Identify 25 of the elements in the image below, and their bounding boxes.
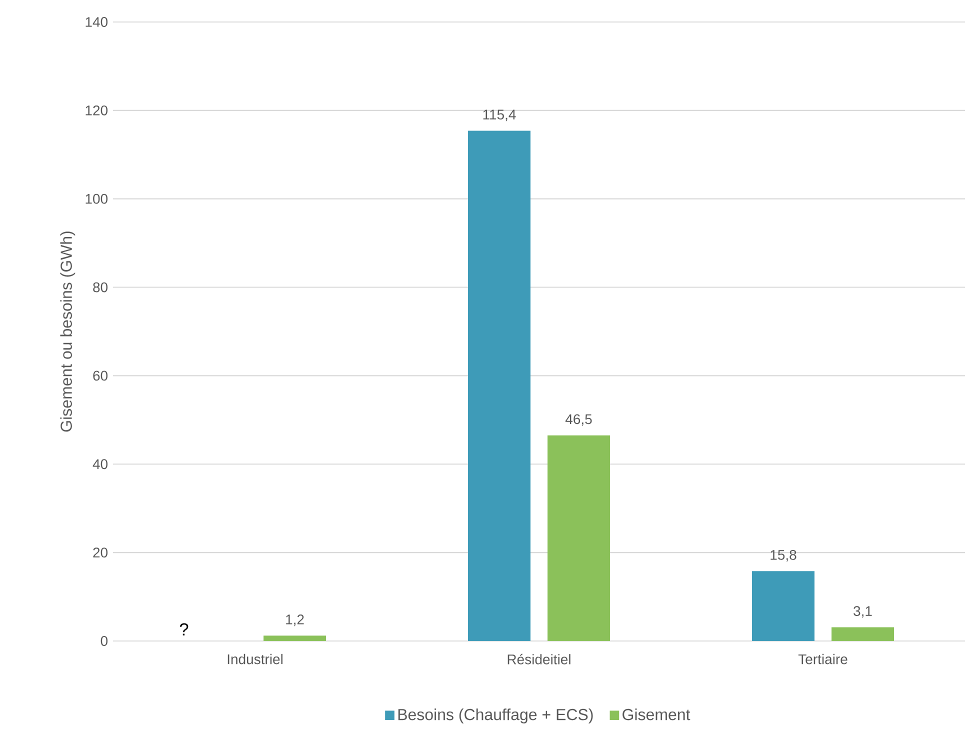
bar <box>832 627 894 641</box>
bar <box>752 571 814 641</box>
y-tick-label: 40 <box>92 459 108 470</box>
y-tick-label: 100 <box>86 194 108 204</box>
bar <box>264 636 326 641</box>
data-label: 46,5 <box>565 414 592 426</box>
bar <box>548 435 610 641</box>
y-tick-label: 80 <box>93 282 108 292</box>
legend-label: Gisement <box>622 708 690 720</box>
data-label: 115,4 <box>483 110 516 122</box>
bar <box>468 130 530 641</box>
y-tick-label: 0 <box>100 636 108 646</box>
y-tick-label: 120 <box>86 105 108 116</box>
x-tick-label: Industriel <box>228 654 282 664</box>
y-tick-label: 20 <box>93 548 108 558</box>
x-tick-label: Résideitiel <box>508 654 570 664</box>
legend-label: Besoins (Chauffage + ECS) <box>398 708 593 724</box>
y-axis-title: Gisement ou besoins (GWh) <box>60 232 76 432</box>
y-tick-label: 140 <box>86 17 108 27</box>
data-label: 1,2 <box>286 614 304 626</box>
x-tick-label: Tertiaire <box>798 654 848 664</box>
data-label: 15,8 <box>770 550 796 562</box>
data-label: 3,1 <box>854 606 872 618</box>
y-tick-label: 60 <box>93 370 108 381</box>
annotation: ? <box>180 623 188 636</box>
